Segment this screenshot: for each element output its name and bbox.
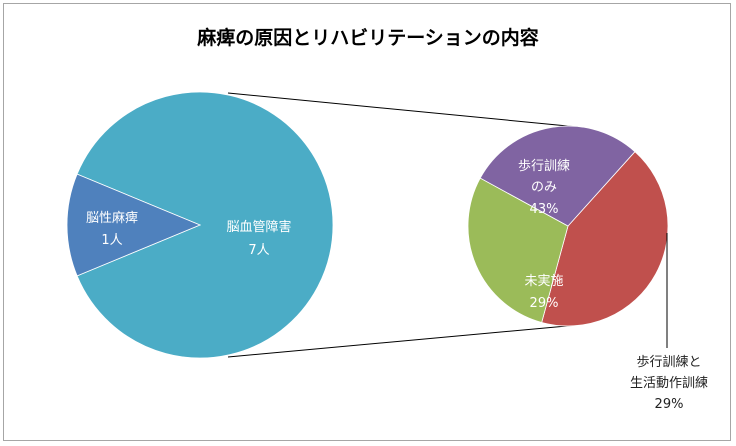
label-walking-only-1: 歩行訓練	[518, 158, 570, 174]
value-walking-only: 43%	[530, 202, 559, 217]
value-not-done: 29%	[530, 296, 559, 311]
slice-walking-only	[541, 151, 669, 327]
value-cerebrovascular: 7人	[248, 243, 269, 258]
slice-cerebral-palsy	[66, 173, 202, 277]
label-cerebral-palsy: 脳性麻痺	[86, 210, 138, 226]
connector-line-bottom	[227, 324, 579, 358]
label-cerebrovascular: 脳血管障害	[226, 219, 291, 235]
slice-not-done	[479, 125, 636, 227]
label-walking-adl-1: 歩行訓練と	[636, 354, 701, 370]
value-walking-adl: 29%	[655, 397, 684, 412]
value-cerebral-palsy: 1人	[101, 233, 122, 248]
label-walking-only-2: のみ	[531, 180, 557, 195]
label-walking-adl-2: 生活動作訓練	[630, 375, 708, 391]
slice-cerebrovascular	[76, 91, 334, 359]
label-not-done: 未実施	[524, 273, 563, 289]
chart-title: 麻痺の原因とリハビリテーションの内容	[196, 26, 539, 49]
connector-line-top	[227, 92, 579, 128]
slice-walking-adl	[467, 177, 569, 323]
